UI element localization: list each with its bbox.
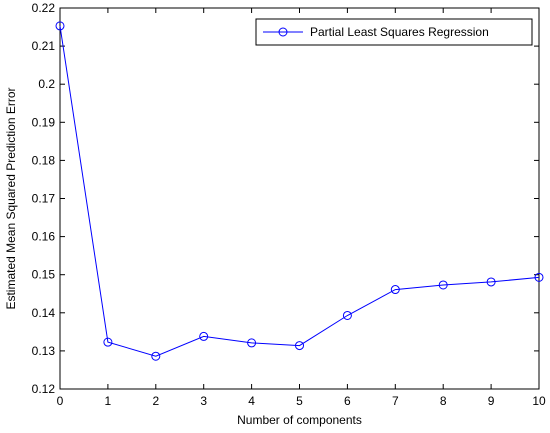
- data-point: [295, 341, 304, 351]
- data-point: [151, 351, 161, 361]
- x-tick-label: 4: [248, 394, 255, 408]
- data-point: [534, 272, 544, 282]
- data-point: [247, 338, 257, 348]
- y-tick-label: 0.15: [32, 268, 56, 282]
- y-tick-label: 0.19: [32, 115, 56, 129]
- y-tick-label: 0.2: [38, 77, 55, 91]
- y-tick-label: 0.18: [32, 153, 56, 167]
- x-tick-label: 6: [344, 394, 351, 408]
- x-tick-label: 5: [296, 394, 303, 408]
- x-tick-label: 1: [105, 394, 112, 408]
- data-point: [390, 285, 400, 295]
- x-tick-label: 0: [57, 394, 64, 408]
- y-ticks: 0.12 0.13 0.14 0.15 0.16 0.17 0.18 0.19 0.2 0.21 0…: [32, 1, 539, 396]
- plot-area: [59, 7, 540, 390]
- x-tick-label: 3: [200, 394, 207, 408]
- y-tick-label: 0.12: [32, 382, 56, 396]
- y-tick-label: 0.21: [32, 39, 56, 53]
- legend: Partial Least Squares Regression: [255, 18, 533, 46]
- data-point: [199, 331, 209, 341]
- x-tick-label: 7: [392, 394, 399, 408]
- data-point: [103, 337, 113, 347]
- data-point: [486, 277, 496, 287]
- x-axis-label: Number of components: [237, 413, 362, 427]
- x-tick-label: 9: [488, 394, 495, 408]
- series-line: [59, 25, 540, 357]
- x-ticks: 0 1 2 3 4 5 6 7 8 9 10: [57, 8, 546, 408]
- data-point: [342, 310, 352, 320]
- y-tick-label: 0.16: [32, 230, 56, 244]
- y-tick-label: 0.22: [32, 1, 56, 15]
- x-tick-label: 2: [152, 394, 159, 408]
- legend-entry-label: Partial Least Squares Regression: [310, 25, 489, 39]
- x-tick-label: 8: [440, 394, 447, 408]
- legend-marker-circle: [278, 27, 288, 37]
- y-tick-label: 0.13: [32, 344, 56, 358]
- data-point: [55, 21, 65, 31]
- x-tick-label: 10: [532, 394, 546, 408]
- y-tick-label: 0.17: [32, 192, 56, 206]
- data-point: [438, 280, 448, 290]
- y-axis-label: Estimated Mean Squared Prediction Error: [4, 87, 18, 309]
- y-tick-label: 0.14: [32, 306, 56, 320]
- series-layer: [55, 21, 544, 361]
